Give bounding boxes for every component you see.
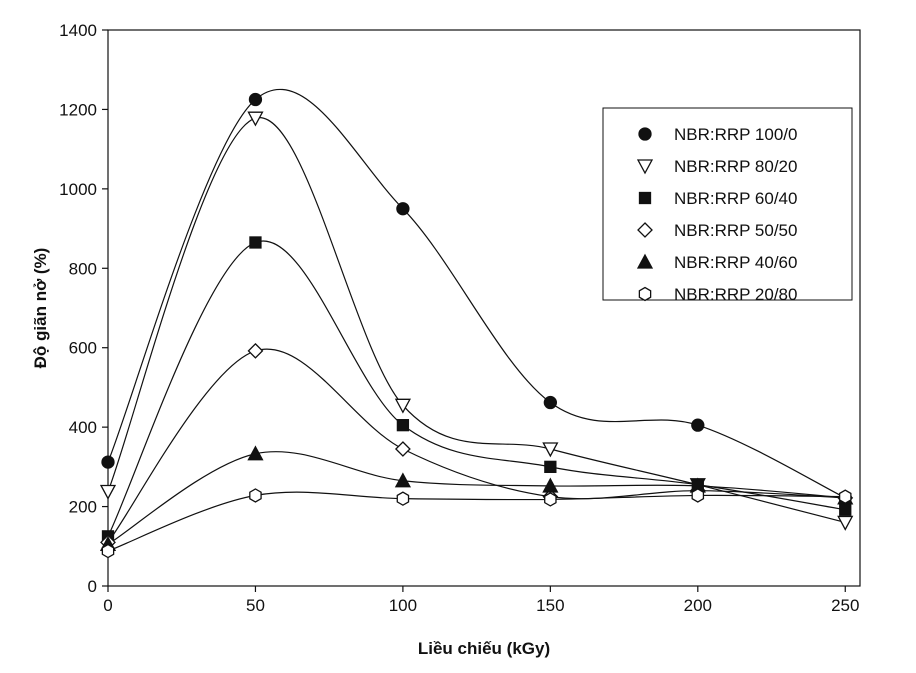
data-point	[101, 455, 115, 469]
legend-marker	[638, 191, 652, 205]
data-point	[101, 543, 115, 559]
x-tick-label: 200	[684, 596, 712, 615]
data-point	[396, 491, 410, 506]
legend: NBR:RRP 100/0 NBR:RRP 80/20 NBR:RRP 60/40 N…	[602, 107, 853, 304]
data-point	[837, 515, 854, 531]
data-point	[248, 92, 263, 107]
data-point	[542, 442, 559, 458]
x-tick-label: 50	[246, 596, 265, 615]
legend-marker	[638, 286, 652, 302]
legend-label: NBR:RRP 40/60	[674, 253, 797, 272]
data-point	[396, 202, 410, 216]
data-point	[247, 342, 264, 359]
x-tick-label: 0	[103, 596, 112, 615]
data-point	[249, 236, 262, 249]
data-point	[544, 492, 557, 507]
y-tick-label: 1200	[59, 100, 97, 119]
data-point	[394, 398, 411, 414]
y-tick-label: 400	[69, 418, 97, 437]
legend-marker	[638, 127, 652, 141]
data-point	[99, 484, 117, 500]
y-tick-label: 1400	[59, 21, 97, 40]
data-point	[394, 441, 411, 457]
data-point	[542, 477, 559, 493]
series-line	[107, 348, 846, 543]
legend-marker	[636, 159, 654, 175]
series-markers	[99, 92, 854, 559]
x-tick-label: 150	[536, 596, 564, 615]
y-tick-label: 800	[69, 259, 97, 278]
data-point	[247, 445, 264, 461]
y-tick-label: 600	[69, 339, 97, 358]
legend-label: NBR:RRP 80/20	[674, 157, 797, 176]
legend-marker	[637, 222, 653, 238]
x-tick-label: 250	[831, 596, 859, 615]
x-axis-ticks: 0 50 100 150 200 250	[103, 586, 859, 615]
data-point	[543, 395, 558, 410]
x-tick-label: 100	[389, 596, 417, 615]
data-point	[691, 418, 705, 432]
y-tick-label: 1000	[59, 180, 97, 199]
series-line	[107, 491, 846, 552]
data-point	[838, 489, 852, 504]
data-point	[396, 419, 410, 432]
y-tick-label: 200	[69, 498, 97, 517]
y-axis-title: Độ giãn nở (%)	[31, 248, 50, 369]
data-point	[249, 488, 262, 503]
legend-marker	[636, 253, 654, 269]
data-point	[839, 503, 852, 516]
legend-label: NBR:RRP 60/40	[674, 189, 797, 208]
y-tick-label: 0	[88, 577, 97, 596]
legend-label: NBR:RRP 20/80	[674, 285, 797, 304]
y-axis-ticks: 0 200 400 600 800 1000 1200 1400	[59, 21, 108, 596]
plot-frame	[107, 29, 861, 587]
data-point	[394, 472, 411, 488]
legend-label: NBR:RRP 100/0	[674, 125, 797, 144]
data-point	[247, 111, 264, 127]
x-axis-title: Liều chiếu (kGy)	[418, 639, 550, 658]
data-point	[691, 488, 705, 503]
legend-label: NBR:RRP 50/50	[674, 221, 797, 240]
series-line	[107, 451, 846, 545]
data-point	[544, 460, 557, 474]
